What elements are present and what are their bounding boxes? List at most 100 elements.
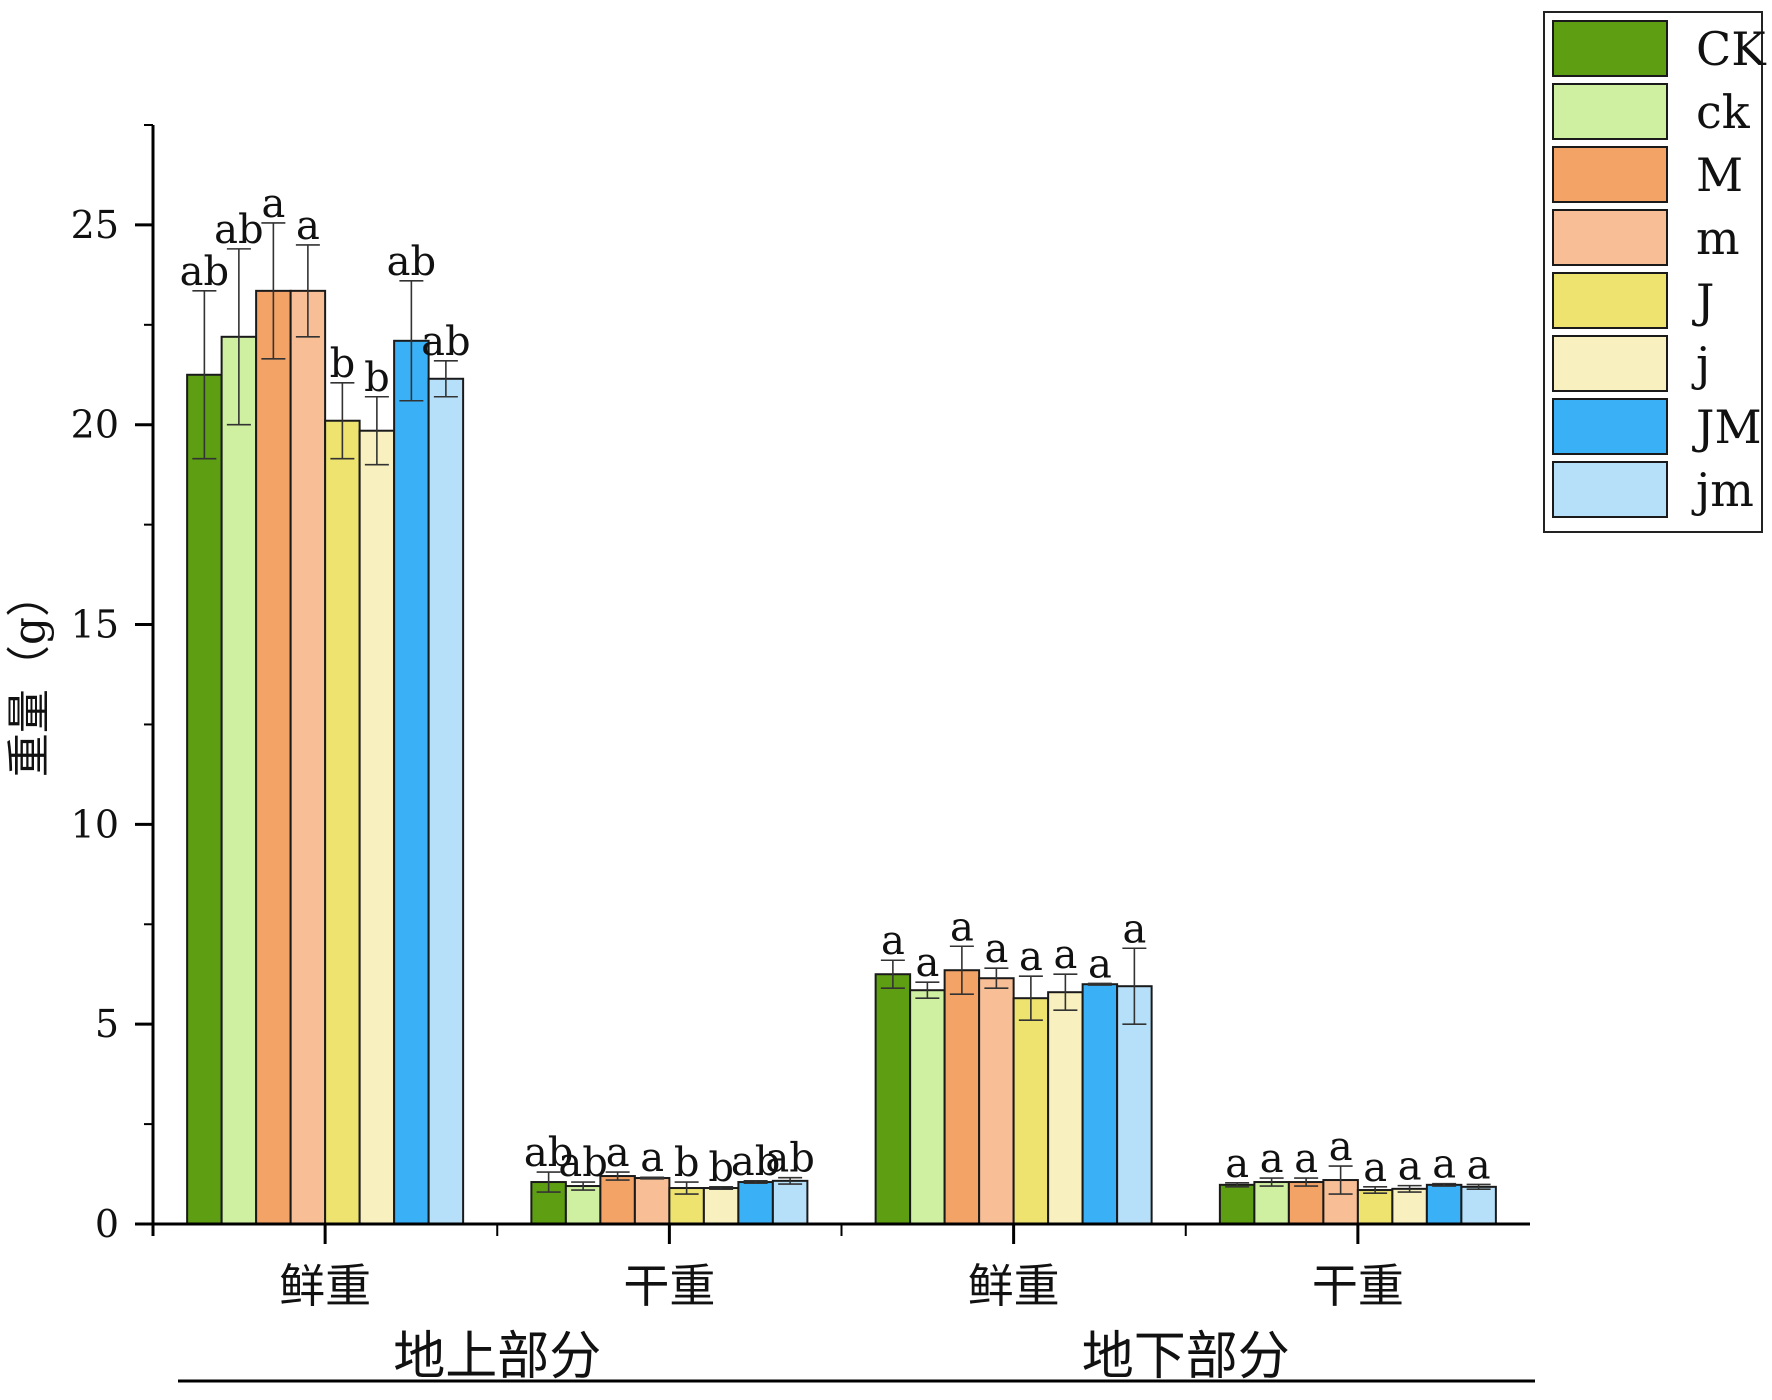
legend-swatch — [1552, 146, 1668, 203]
legend-swatch — [1552, 461, 1668, 518]
bar — [1425, 1183, 1463, 1226]
legend-label: ck — [1696, 85, 1751, 139]
x-tick-label: 干重 — [623, 1259, 715, 1313]
legend-label: CK — [1696, 22, 1767, 76]
significance-label: a — [1294, 1136, 1318, 1182]
legend-swatch — [1552, 83, 1668, 140]
bar — [358, 429, 396, 1226]
significance-label: a — [1260, 1136, 1284, 1182]
significance-label: ab — [387, 239, 436, 285]
legend-swatch — [1552, 398, 1668, 455]
significance-label: a — [1467, 1142, 1491, 1188]
bar — [1012, 997, 1050, 1225]
bar — [737, 1181, 774, 1226]
bar — [978, 977, 1015, 1225]
significance-label: b — [364, 355, 390, 401]
bar — [1391, 1187, 1428, 1226]
significance-label: ab — [214, 207, 263, 253]
x-tick-label: 鲜重 — [279, 1259, 371, 1313]
significance-label: a — [1398, 1144, 1422, 1190]
legend-label: M — [1696, 148, 1743, 202]
significance-label: a — [1019, 934, 1043, 980]
bar — [909, 989, 946, 1225]
bar — [186, 373, 223, 1226]
significance-label: b — [708, 1145, 734, 1191]
significance-label: a — [950, 904, 974, 950]
bar — [943, 969, 981, 1225]
bar — [324, 419, 361, 1225]
bar — [564, 1185, 602, 1225]
bar — [1253, 1181, 1290, 1226]
x-tick-label: 干重 — [1312, 1259, 1404, 1313]
bar — [633, 1177, 671, 1226]
significance-label: a — [1053, 932, 1077, 978]
group-label: 地上部分 — [393, 1327, 601, 1387]
legend-swatch — [1552, 209, 1668, 266]
significance-label: a — [1225, 1141, 1249, 1187]
bar — [255, 289, 292, 1225]
legend-swatch — [1552, 335, 1668, 392]
bar — [393, 339, 430, 1225]
axes — [135, 124, 1535, 1383]
significance-label: a — [1122, 906, 1146, 952]
bar — [289, 289, 327, 1225]
significance-label: a — [1329, 1124, 1353, 1170]
significance-label: a — [261, 181, 285, 227]
legend-label: m — [1696, 211, 1740, 265]
bar — [1460, 1185, 1497, 1226]
legend-swatch — [1552, 272, 1668, 329]
y-tick-label: 25 — [71, 203, 119, 247]
bar — [874, 973, 912, 1226]
bar — [1081, 983, 1119, 1226]
significance-label: a — [881, 918, 905, 964]
bar — [771, 1179, 809, 1225]
group-label: 地下部分 — [1082, 1327, 1290, 1387]
significance-label: a — [915, 940, 939, 986]
y-tick-label: 0 — [95, 1202, 119, 1246]
bar — [1287, 1181, 1325, 1226]
significance-label: a — [296, 203, 320, 249]
significance-label: a — [984, 926, 1008, 972]
significance-label: b — [330, 341, 356, 387]
bar — [1116, 985, 1153, 1225]
significance-label: ab — [731, 1139, 780, 1185]
significance-label: ab — [180, 249, 229, 295]
bar — [1218, 1183, 1256, 1226]
significance-label: ab — [421, 319, 470, 365]
significance-label: a — [1432, 1142, 1456, 1188]
legend-swatch — [1552, 20, 1668, 77]
bar — [1356, 1189, 1394, 1225]
legend-label: J — [1692, 274, 1714, 328]
y-tick-label: 5 — [95, 1002, 119, 1046]
significance-label: b — [674, 1140, 700, 1186]
y-axis-title: 重量（g） — [4, 573, 55, 777]
bar — [599, 1175, 636, 1225]
significance-label: ab — [765, 1136, 814, 1182]
y-tick-label: 10 — [71, 802, 119, 846]
legend-label: JM — [1692, 400, 1762, 454]
bar — [220, 335, 258, 1226]
significance-label: a — [1088, 941, 1112, 987]
legend-label: jm — [1691, 463, 1754, 517]
bar — [427, 377, 465, 1225]
significance-label: a — [640, 1135, 664, 1181]
significance-label: a — [606, 1130, 630, 1176]
significance-label: a — [1363, 1145, 1387, 1191]
legend-label: j — [1691, 337, 1710, 391]
significance-label: ab — [524, 1130, 573, 1176]
x-tick-label: 鲜重 — [968, 1259, 1060, 1313]
y-tick-label: 15 — [71, 603, 119, 647]
bar — [1047, 991, 1084, 1226]
bar — [702, 1187, 740, 1225]
